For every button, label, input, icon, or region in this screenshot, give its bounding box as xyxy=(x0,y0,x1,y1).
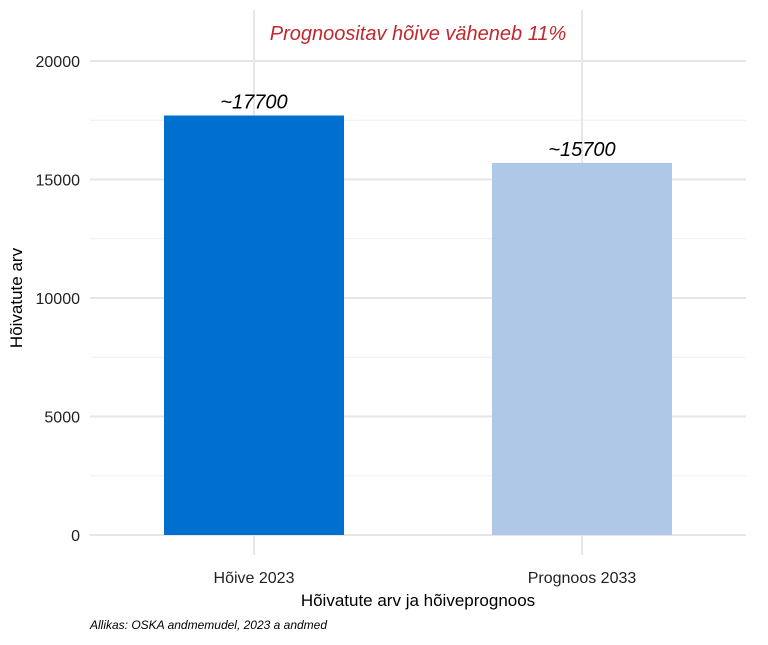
y-tick-label: 10000 xyxy=(36,291,81,308)
bars xyxy=(164,115,672,535)
source-caption: Allikas: OSKA andmemudel, 2023 a andmed xyxy=(89,618,327,632)
y-tick-label: 20000 xyxy=(36,54,81,71)
y-tick-label: 0 xyxy=(71,528,80,545)
bar-value-label: ~17700 xyxy=(220,92,287,114)
y-tick-label: 5000 xyxy=(44,410,80,427)
bar-2 xyxy=(492,162,672,535)
x-tick-label: Prognoos 2033 xyxy=(528,570,637,587)
y-tick-label: 15000 xyxy=(36,173,81,190)
chart-annotation: Prognoositav hõive väheneb 11% xyxy=(270,23,567,45)
x-tick-label: Hõive 2023 xyxy=(214,570,295,587)
y-axis-title: Hõivatute arv xyxy=(7,247,26,348)
labels: Prognoositav hõive väheneb 11% Hõivatute… xyxy=(7,23,636,632)
bar-1 xyxy=(164,115,344,535)
x-axis-title: Hõivatute arv ja hõiveprognoos xyxy=(301,591,535,610)
bar-value-label: ~15700 xyxy=(548,139,615,161)
